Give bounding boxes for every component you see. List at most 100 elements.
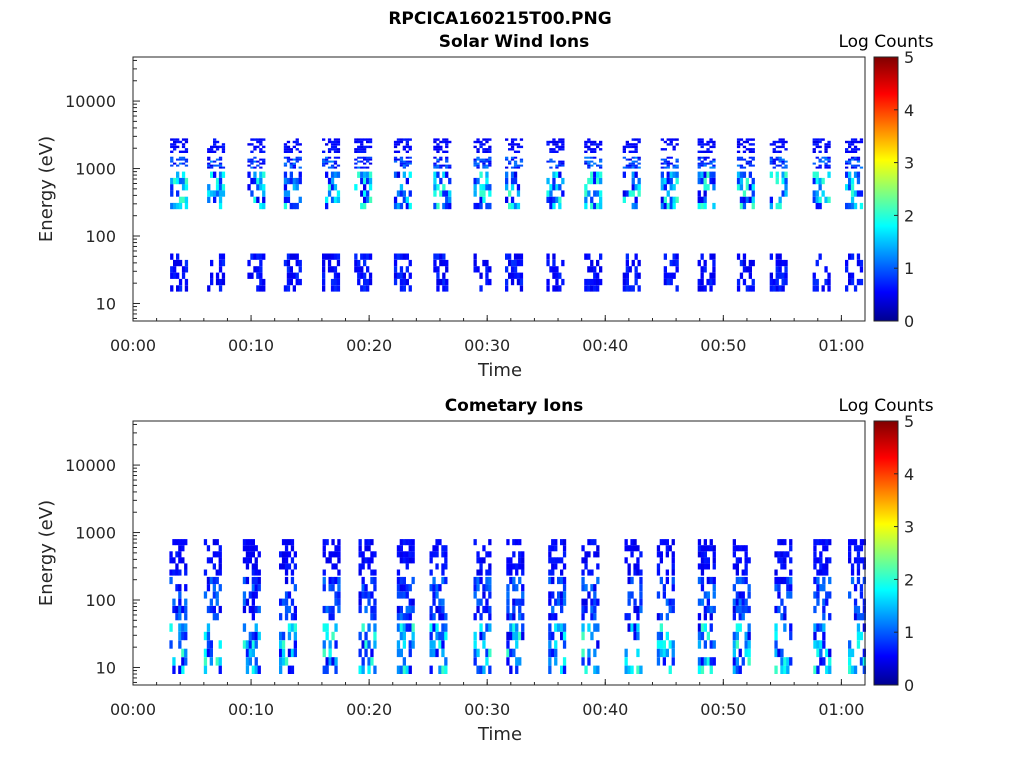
heatmap-cell <box>368 196 373 203</box>
heatmap-cell <box>789 569 793 576</box>
heatmap-cell <box>405 138 409 141</box>
heatmap-cell <box>207 196 211 203</box>
heatmap-cell <box>429 623 433 632</box>
heatmap-cell <box>473 162 477 165</box>
heatmap-cell <box>862 563 866 570</box>
heatmap-cell <box>262 160 266 163</box>
heatmap-cell <box>825 563 829 570</box>
heatmap-cell <box>735 557 739 564</box>
heatmap-cell <box>488 145 492 149</box>
heatmap-cell <box>405 613 409 621</box>
heatmap-cell <box>590 164 594 167</box>
heatmap-cell <box>709 657 713 666</box>
heatmap-cell <box>257 569 261 576</box>
heatmap-cell <box>367 640 371 649</box>
heatmap-cell <box>441 631 445 641</box>
heatmap-cell <box>596 285 600 292</box>
heatmap-cell <box>322 259 326 267</box>
heatmap-cell <box>748 259 752 267</box>
heatmap-cell <box>818 177 822 185</box>
heatmap-cell <box>630 576 634 585</box>
heatmap-cell <box>774 605 778 614</box>
heatmap-cell <box>253 266 257 273</box>
heatmap-cell <box>510 158 515 161</box>
heatmap-cell <box>370 557 374 564</box>
heatmap-cell <box>290 623 295 632</box>
heatmap-cell <box>336 196 341 203</box>
heatmap-cell <box>662 591 666 599</box>
heatmap-cell <box>322 545 326 552</box>
heatmap-cell <box>513 138 518 141</box>
heatmap-cell <box>286 190 291 197</box>
x-tick-label: 00:00 <box>110 700 156 719</box>
heatmap-cell <box>703 557 707 564</box>
heatmap-cell <box>479 160 483 163</box>
heatmap-cell <box>856 177 861 185</box>
heatmap-cell <box>334 591 338 599</box>
heatmap-cell <box>548 665 552 674</box>
heatmap-cell <box>824 278 828 286</box>
heatmap-cell <box>751 190 755 197</box>
heatmap-cell <box>354 162 358 165</box>
heatmap-cell <box>751 148 755 151</box>
heatmap-cell <box>636 545 640 552</box>
heatmap-cell <box>660 148 664 151</box>
heatmap-cell <box>709 138 713 141</box>
heatmap-cell <box>584 190 588 197</box>
heatmap-cell <box>254 557 258 564</box>
heatmap-cell <box>856 190 861 197</box>
heatmap-cell <box>435 551 439 558</box>
heatmap-cell <box>354 266 358 273</box>
heatmap-cell <box>292 285 296 292</box>
heatmap-cell <box>824 158 828 161</box>
heatmap-cell <box>856 563 861 570</box>
heatmap-cell <box>587 278 591 286</box>
heatmap-cell <box>706 598 710 606</box>
heatmap-cell <box>176 138 180 141</box>
heatmap-cell <box>393 140 398 144</box>
heatmap-cell <box>364 640 368 649</box>
heatmap-cell <box>512 563 516 570</box>
heatmap-cell <box>587 148 591 151</box>
heatmap-cell <box>473 202 477 210</box>
heatmap-cell <box>360 160 364 163</box>
heatmap-cell <box>357 272 361 279</box>
heatmap-cell <box>284 551 289 558</box>
heatmap-cell <box>637 272 641 279</box>
heatmap-cell <box>253 177 257 185</box>
heatmap-cell <box>739 164 744 167</box>
heatmap-cell <box>510 259 515 267</box>
heatmap-cell <box>438 598 442 606</box>
heatmap-cell <box>848 272 852 279</box>
heatmap-cell <box>736 177 741 185</box>
heatmap-cell <box>627 665 631 674</box>
heatmap-cell <box>373 640 377 649</box>
heatmap-cell <box>669 162 673 165</box>
heatmap-cell <box>218 285 223 292</box>
heatmap-cell <box>442 278 446 286</box>
heatmap-cell <box>546 196 550 203</box>
heatmap-cell <box>436 184 440 191</box>
heatmap-cell <box>506 648 510 658</box>
heatmap-cell <box>254 545 258 552</box>
heatmap-cell <box>184 613 188 621</box>
heatmap-cell <box>322 253 326 260</box>
heatmap-cell <box>850 665 855 674</box>
heatmap-cell <box>433 266 437 273</box>
heatmap-cell <box>438 665 442 674</box>
heatmap-cell <box>513 259 518 267</box>
heatmap-cell <box>256 164 260 167</box>
heatmap-cell <box>815 138 819 141</box>
heatmap-cell <box>781 278 785 286</box>
heatmap-cell <box>700 140 704 144</box>
heatmap-cell <box>671 539 675 546</box>
heatmap-cell <box>253 138 257 141</box>
heatmap-cell <box>672 164 676 167</box>
heatmap-cell <box>630 551 634 558</box>
heatmap-cell <box>393 253 398 260</box>
heatmap-cell <box>815 171 819 178</box>
heatmap-cell <box>856 148 861 151</box>
heatmap-cell <box>473 164 477 167</box>
heatmap-cell <box>735 657 739 666</box>
heatmap-cell <box>631 156 635 159</box>
